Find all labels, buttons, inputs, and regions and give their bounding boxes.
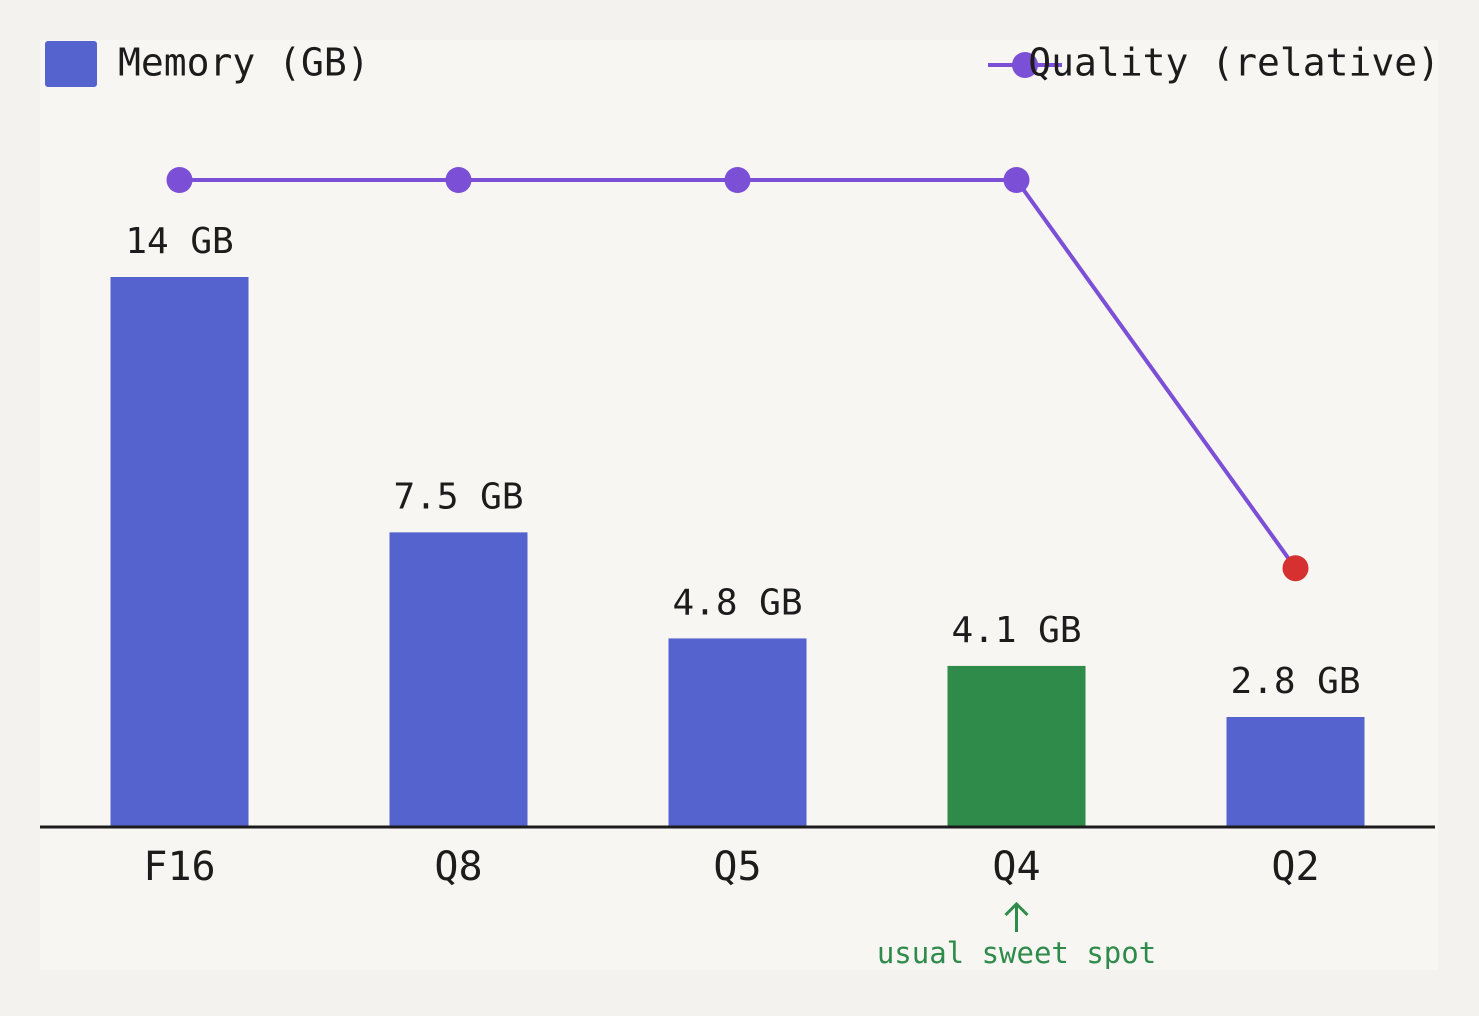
bar [947,665,1086,827]
legend-label: Memory (GB) [118,41,370,85]
x-tick-label: Q2 [1271,844,1319,890]
bar [668,638,807,827]
value-label: 4.8 GB [672,582,802,623]
legend-marker [1012,52,1038,78]
quality-point [1282,555,1309,582]
quality-point [445,167,472,193]
x-tick-label: F16 [143,844,215,890]
annotation-arrow [1004,901,1029,932]
annotation: usual sweet spot [877,936,1156,970]
x-tick-label: Q5 [713,844,761,890]
value-label: 14 GB [125,221,233,262]
legend-swatch [45,41,97,87]
x-tick-label: Q4 [992,844,1040,890]
value-label: 2.8 GB [1230,661,1360,702]
legend-label: Quality (relative) [1028,41,1440,85]
quality-point [724,167,751,193]
bar [1226,717,1365,827]
value-label: 4.1 GB [951,610,1081,651]
x-tick-label: Q8 [434,844,482,890]
quality-point [166,167,193,193]
bar [389,532,528,827]
value-label: 7.5 GB [393,476,523,517]
bar [110,277,249,827]
quality-point [1003,167,1030,193]
